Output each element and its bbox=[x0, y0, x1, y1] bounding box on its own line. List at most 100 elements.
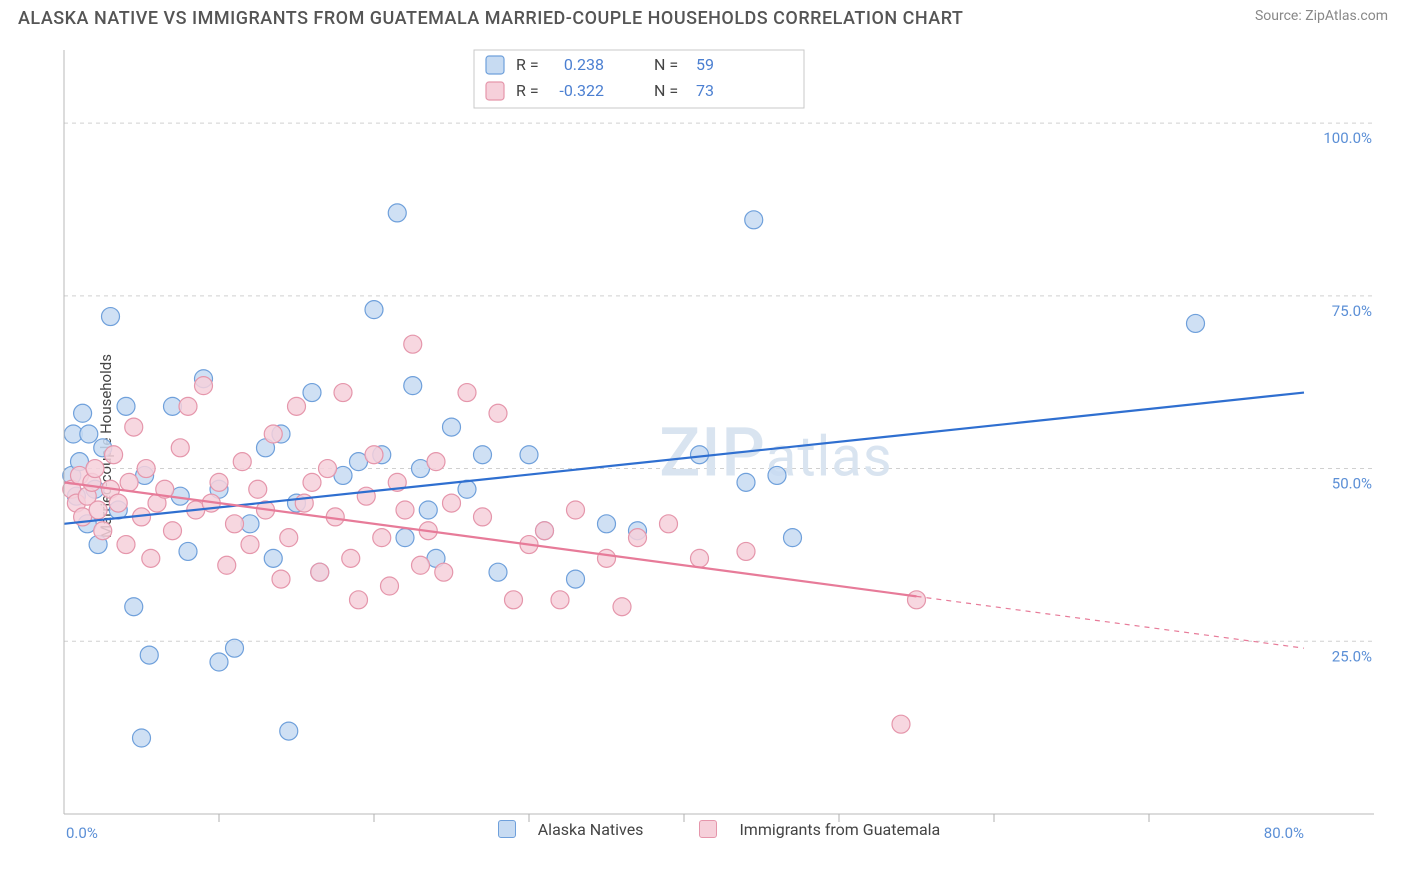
data-point bbox=[691, 549, 709, 567]
data-point bbox=[105, 446, 123, 464]
y-tick-label: 25.0% bbox=[1332, 647, 1372, 665]
data-point bbox=[427, 453, 445, 471]
data-point bbox=[125, 418, 143, 436]
legend-swatch bbox=[498, 820, 516, 838]
data-point bbox=[691, 446, 709, 464]
data-point bbox=[89, 501, 107, 519]
data-point bbox=[80, 425, 98, 443]
data-point bbox=[908, 591, 926, 609]
stats-n-value: 59 bbox=[696, 55, 714, 74]
data-point bbox=[435, 563, 453, 581]
data-point bbox=[458, 480, 476, 498]
legend-item: Immigrants from Guatemala bbox=[685, 820, 954, 839]
stats-r-label: R = bbox=[516, 81, 539, 100]
data-point bbox=[303, 384, 321, 402]
stats-r-label: R = bbox=[516, 55, 539, 74]
data-point bbox=[474, 508, 492, 526]
data-point bbox=[280, 529, 298, 547]
data-point bbox=[311, 563, 329, 581]
data-point bbox=[365, 446, 383, 464]
data-point bbox=[303, 473, 321, 491]
data-point bbox=[660, 515, 678, 533]
data-point bbox=[1187, 314, 1205, 332]
data-point bbox=[737, 542, 755, 560]
data-point bbox=[598, 515, 616, 533]
data-point bbox=[137, 460, 155, 478]
data-point bbox=[164, 522, 182, 540]
data-point bbox=[133, 729, 151, 747]
data-point bbox=[613, 598, 631, 616]
legend-swatch bbox=[486, 82, 504, 100]
data-point bbox=[120, 473, 138, 491]
data-point bbox=[264, 425, 282, 443]
data-point bbox=[117, 397, 135, 415]
y-tick-label: 50.0% bbox=[1332, 475, 1372, 493]
data-point bbox=[474, 446, 492, 464]
data-point bbox=[381, 577, 399, 595]
data-point bbox=[125, 598, 143, 616]
data-point bbox=[598, 549, 616, 567]
legend-swatch bbox=[486, 56, 504, 74]
source-label: Source: ZipAtlas.com bbox=[1255, 8, 1388, 24]
data-point bbox=[396, 529, 414, 547]
data-point bbox=[280, 722, 298, 740]
data-point bbox=[551, 591, 569, 609]
data-point bbox=[396, 501, 414, 519]
data-point bbox=[171, 439, 189, 457]
stats-r-value: 0.238 bbox=[564, 55, 604, 74]
legend-label: Alaska Natives bbox=[538, 820, 644, 839]
legend: Alaska Natives Immigrants from Guatemala bbox=[54, 820, 1384, 843]
data-point bbox=[520, 446, 538, 464]
data-point bbox=[179, 542, 197, 560]
data-point bbox=[102, 308, 120, 326]
data-point bbox=[505, 591, 523, 609]
data-point bbox=[179, 397, 197, 415]
data-point bbox=[117, 536, 135, 554]
data-point bbox=[140, 646, 158, 664]
scatter-chart: 25.0%50.0%75.0%100.0%ZIPatlas0.0%80.0%R … bbox=[54, 44, 1384, 844]
data-point bbox=[319, 460, 337, 478]
data-point bbox=[218, 556, 236, 574]
data-point bbox=[226, 639, 244, 657]
data-point bbox=[489, 563, 507, 581]
legend-swatch bbox=[699, 820, 717, 838]
data-point bbox=[249, 480, 267, 498]
data-point bbox=[241, 536, 259, 554]
data-point bbox=[109, 494, 127, 512]
data-point bbox=[443, 494, 461, 512]
data-point bbox=[419, 501, 437, 519]
data-point bbox=[357, 487, 375, 505]
trend-line-extrapolated bbox=[917, 596, 1305, 648]
data-point bbox=[264, 549, 282, 567]
data-point bbox=[567, 570, 585, 588]
data-point bbox=[210, 473, 228, 491]
y-tick-label: 75.0% bbox=[1332, 302, 1372, 320]
chart-area: 25.0%50.0%75.0%100.0%ZIPatlas0.0%80.0%R … bbox=[54, 44, 1384, 844]
data-point bbox=[745, 211, 763, 229]
data-point bbox=[892, 715, 910, 733]
data-point bbox=[74, 404, 92, 422]
data-point bbox=[737, 473, 755, 491]
data-point bbox=[226, 515, 244, 533]
data-point bbox=[342, 549, 360, 567]
data-point bbox=[404, 377, 422, 395]
data-point bbox=[443, 418, 461, 436]
legend-item: Alaska Natives bbox=[484, 820, 658, 839]
data-point bbox=[388, 204, 406, 222]
chart-title: ALASKA NATIVE VS IMMIGRANTS FROM GUATEMA… bbox=[18, 8, 963, 29]
data-point bbox=[195, 377, 213, 395]
y-tick-label: 100.0% bbox=[1323, 129, 1372, 147]
data-point bbox=[210, 653, 228, 671]
data-point bbox=[94, 522, 112, 540]
data-point bbox=[272, 570, 290, 588]
stats-r-value: -0.322 bbox=[559, 81, 604, 100]
data-point bbox=[86, 460, 104, 478]
legend-label: Immigrants from Guatemala bbox=[739, 820, 940, 839]
data-point bbox=[373, 529, 391, 547]
data-point bbox=[288, 397, 306, 415]
data-point bbox=[489, 404, 507, 422]
data-point bbox=[536, 522, 554, 540]
data-point bbox=[567, 501, 585, 519]
data-point bbox=[768, 466, 786, 484]
data-point bbox=[142, 549, 160, 567]
